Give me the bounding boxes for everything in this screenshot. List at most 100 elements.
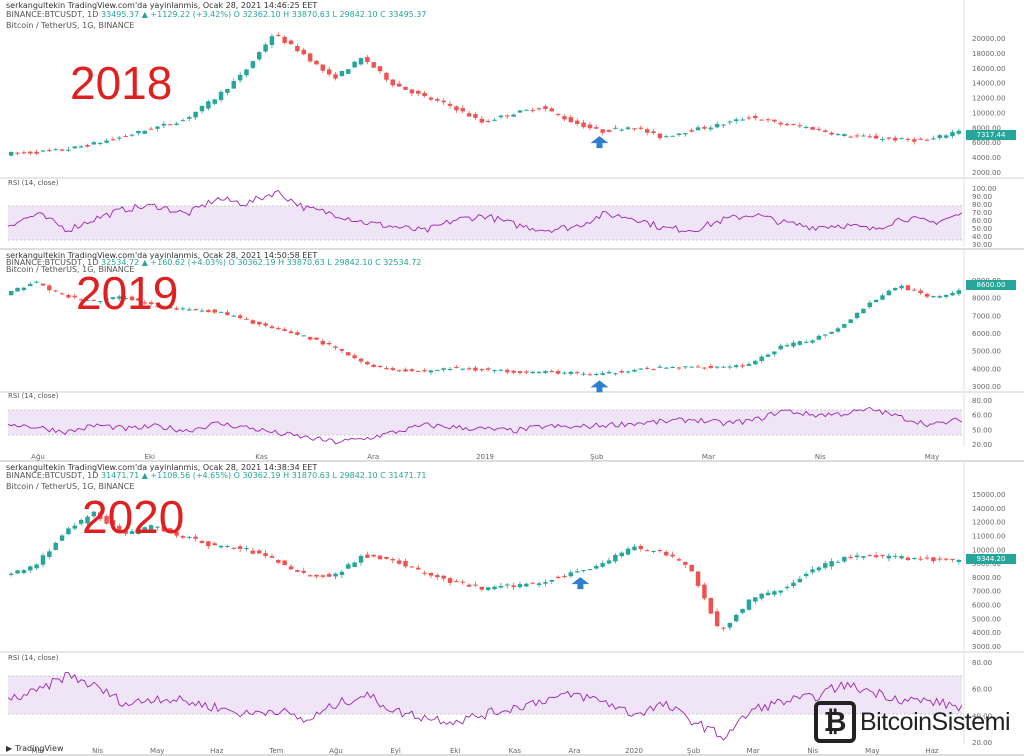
candle-body [600,129,605,133]
candle-body [657,550,663,552]
candle-body [880,555,885,557]
candle-body [924,139,930,141]
candle-body [320,64,326,71]
candle-body [574,372,580,374]
current-price-tag: 9344.20 [966,554,1016,564]
candle-body [212,309,217,313]
y-tick-label: 12000.00 [972,519,1005,527]
candle-body [676,559,682,561]
candle-body [441,575,446,579]
candle-body [625,371,631,373]
candle-body [664,136,669,138]
candle-body [581,373,586,375]
candle-body [206,541,211,547]
candle-body [117,137,122,139]
candle-body [199,310,205,312]
candle-body [187,309,192,311]
candle-body [600,563,605,567]
candle-body [708,365,714,368]
candle-body [753,597,758,602]
candle-body [759,119,764,121]
current-price-tag: 7317.44 [966,130,1016,140]
candle-body [943,294,949,297]
candle-body [377,555,383,560]
candle-body [810,340,815,343]
candle-body [142,130,147,134]
candle-body [517,584,523,588]
candle-body [136,130,141,134]
candle-body [574,120,580,124]
candle-body [479,369,485,371]
candle-body [803,341,809,343]
y-tick-label: 10000.00 [972,546,1005,554]
candle-body [263,44,268,52]
candle-body [765,354,771,357]
candle-body [555,113,561,115]
x-tick-label: Ağu [329,747,343,755]
candle-body [333,346,338,348]
x-tick-label: Şub [590,453,604,461]
candle-body [950,132,955,137]
y-tick-label: 14000.00 [972,505,1005,513]
candle-body [460,581,465,583]
chart-svg-2018: 20000.00 18000.00 16000.00 14000.00 12000.00… [0,0,1024,250]
candle-body [594,373,599,375]
chart-symbol: Bitcoin / TetherUS, 1G, BINANCE [6,265,135,274]
candle-body [28,151,33,154]
candle-body [950,292,955,296]
candle-body [473,367,478,371]
y-tick-label: 11000.00 [972,532,1005,540]
x-tick-label: 2020 [625,747,643,755]
x-tick-label: May [925,453,939,461]
rsi-tick-label: 100.00 [972,185,997,193]
candle-body [225,312,230,316]
candle-body [346,352,351,356]
candle-body [282,329,287,331]
candle-body [250,550,256,554]
rsi-tick-label: 40.00 [972,712,992,720]
candle-body [301,335,306,337]
candle-body [384,72,389,80]
candle-body [256,52,262,60]
candle-body [352,61,357,68]
candle-body [225,88,230,93]
bitcoin-icon: ₿ [814,701,856,743]
candle-body [428,572,434,576]
candle-body [384,368,389,370]
candle-body [517,110,523,113]
candle-body [562,372,567,374]
candle-body [632,128,637,130]
candle-body [664,367,669,369]
candle-body [683,561,688,565]
candle-body [931,557,936,562]
candle-body [530,110,535,112]
candle-body [924,293,930,297]
rsi-tick-label: 50.00 [972,426,992,434]
candle-body [708,597,714,614]
candle-body [72,146,78,149]
candle-body [587,124,593,129]
x-tick-label: Mar [747,747,760,755]
candle-body [59,535,65,541]
year-label-2020: 2020 [82,491,185,543]
candle-body [256,321,262,325]
candle-body [784,345,790,347]
x-tick-label: Haz [210,747,224,755]
candle-body [187,536,192,538]
candle-body [167,528,173,532]
candle-body [695,127,701,131]
candle-body [403,369,408,372]
candle-body [454,367,459,369]
candle-body [740,608,745,613]
candle-body [733,614,739,622]
candle-body [72,295,78,298]
candle-body [148,128,154,130]
candle-body [899,285,904,289]
candle-body [396,560,402,564]
candle-body [549,371,555,373]
candle-body [15,152,20,154]
candle-body [943,558,949,560]
candle-body [880,139,885,141]
candle-body [91,511,97,517]
rsi-tick-label: 20.00 [972,739,992,747]
